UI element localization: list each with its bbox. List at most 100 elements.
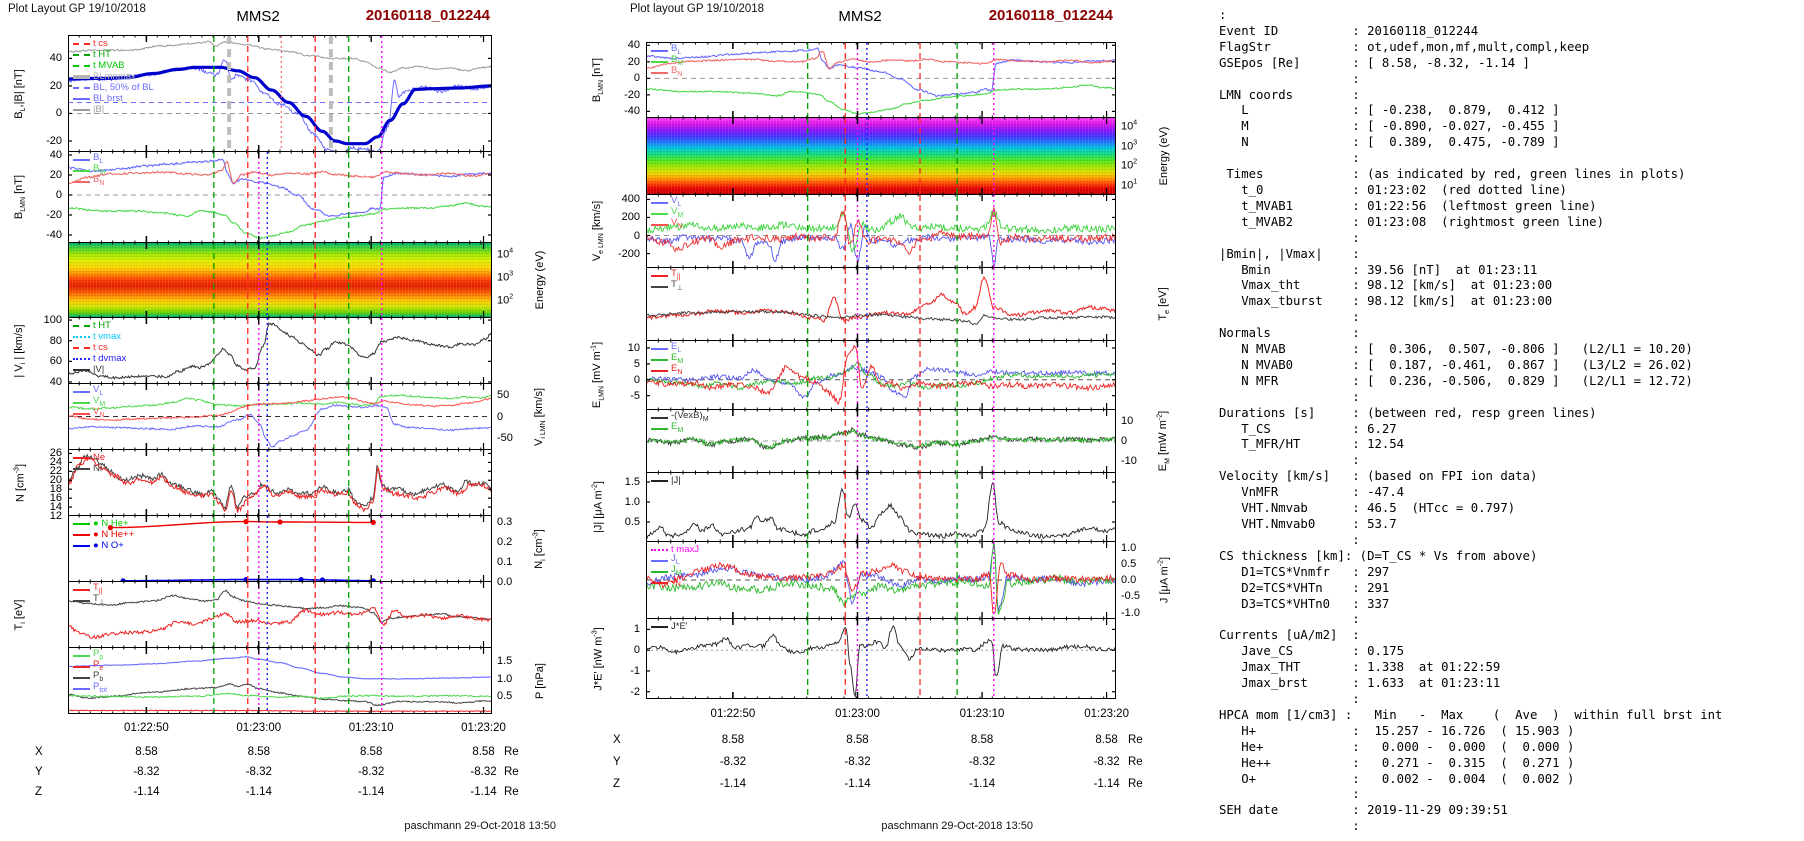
series-VL — [646, 221, 1116, 268]
series-VN — [68, 395, 492, 422]
legend-item: T|| — [73, 581, 105, 595]
legend-line-sample — [73, 335, 90, 338]
middle-panel-ele-spectrogram — [646, 117, 1116, 195]
ephemeris-value: 8.58 — [721, 734, 745, 746]
ephemeris-row-label: Y — [613, 756, 621, 768]
ephemeris-unit: Re — [504, 786, 519, 798]
legend-line-sample — [73, 180, 90, 183]
legend-label: BN — [93, 173, 105, 187]
legend-line-sample — [651, 212, 668, 215]
legend-item: VL — [73, 383, 105, 397]
legend-line-sample — [651, 274, 668, 277]
panel-legend: -(VexB)M EM — [651, 409, 709, 434]
y-tick-label: 40 — [627, 39, 640, 52]
legend-label: T|| — [93, 581, 103, 595]
y-axis-label: BLMN [nT] — [590, 57, 606, 103]
legend-label: BL brst — [93, 92, 123, 104]
legend-line-sample — [651, 369, 668, 372]
right-tick-label: -10 — [1121, 455, 1137, 467]
panel-legend: J*E' — [651, 621, 688, 632]
legend-item: JM — [651, 564, 699, 577]
legend-label: VN — [671, 216, 683, 230]
legend-label: Pb — [93, 669, 104, 683]
y-axis-label: |J| [μA m-2] — [591, 481, 605, 533]
y-tick-label: 40 — [49, 375, 62, 388]
legend-label: t dvmax — [93, 352, 127, 364]
ephemeris-value: 8.58 — [472, 746, 495, 758]
legend-item: BM — [651, 54, 683, 67]
legend-line-sample — [73, 599, 90, 602]
series-BN — [68, 161, 492, 185]
x-tick-label: 01:23:20 — [461, 722, 506, 734]
legend-item: T⊥ — [651, 279, 683, 292]
legend-item: VL — [651, 195, 683, 208]
spacecraft-title: MMS2 — [838, 8, 882, 25]
legend-item: BN — [651, 64, 683, 78]
series-EN — [646, 344, 1116, 405]
series-Ptot — [68, 656, 492, 680]
legend-item: Ni — [73, 463, 105, 474]
event-id: 20160118_012244 — [365, 7, 490, 24]
legend-item: t maxJ — [651, 544, 699, 555]
legend-item: |J| — [651, 475, 681, 486]
y-axis-label: Ve LMN [km/s] — [590, 200, 606, 262]
series-NHe++ — [110, 520, 374, 529]
panel-legend: t HT t vmax t cs t dvmax |V| — [73, 320, 126, 375]
right-tick-label: 0.3 — [497, 516, 513, 528]
ephemeris-value: 8.58 — [846, 734, 869, 746]
panel-legend: |J| — [651, 475, 681, 486]
right-axis-label: J [μA m-2] — [1157, 556, 1171, 604]
panel-legend: Ne Ni — [73, 452, 105, 474]
y-tick-label: 22 — [49, 465, 62, 478]
legend-label: ● N He+ — [93, 517, 129, 529]
legend-line-sample — [73, 588, 90, 591]
legend-label: Ni — [93, 462, 102, 474]
legend-item: -(VexB)M — [651, 409, 709, 423]
y-tick-label: -5 — [630, 389, 640, 402]
right-tick-label: -1.0 — [1121, 606, 1140, 619]
legend-label: VL — [93, 383, 104, 397]
y-tick-label: 18 — [49, 483, 62, 496]
right-tick-label: 0.0 — [497, 576, 513, 588]
y-axis-label: Ti [eV] — [12, 599, 28, 630]
legend-line-sample — [73, 64, 90, 67]
middle-plot-column: Plot layout GP 19/10/2018 MMS2 20160118_… — [560, 0, 1205, 841]
legend-label: J*E' — [671, 620, 688, 632]
ephemeris-value: -1.14 — [470, 786, 497, 798]
y-tick-label: 5 — [633, 357, 640, 370]
legend-line-sample — [73, 654, 90, 657]
legend-line-sample — [73, 456, 90, 459]
event-info-panel: : Event ID : 20160118_012244 FlagStr : o… — [1205, 0, 1804, 841]
right-tick-label: 0.1 — [497, 556, 513, 568]
y-tick-label: 40 — [49, 149, 62, 161]
legend-label: BL — [93, 151, 104, 165]
panel-legend: ● N He+ ● N He++ ● N O+ — [73, 518, 134, 551]
right-tick-label: -0.5 — [1121, 590, 1140, 603]
legend-line-sample — [651, 60, 668, 63]
legend-label: BN — [671, 64, 683, 78]
y-tick-label: -40 — [46, 229, 62, 241]
legend-label: -(VexB)M — [671, 409, 709, 423]
panel-legend: t cs t HT t MVAB BLmnmax BL, 50% of BL BL brs… — [73, 38, 154, 115]
left-panel-ion-spectrogram — [68, 242, 492, 318]
legend-label: Pe — [93, 658, 104, 672]
legend-line-sample — [73, 522, 90, 525]
plot-layout-label: Plot layout GP 19/10/2018 — [630, 3, 765, 15]
legend-label: EL — [671, 340, 682, 354]
legend-item: BN — [73, 173, 105, 187]
middle-panel-ve-lmn — [646, 194, 1116, 268]
plot-layout-label: Plot Layout GP 19/10/2018 — [8, 3, 146, 15]
x-tick-label: 01:23:00 — [835, 708, 880, 720]
legend-label: VM — [671, 205, 684, 219]
plot-area-n-density — [68, 449, 492, 516]
ephemeris-value: 8.58 — [359, 746, 383, 758]
right-tick-label: 1.5 — [497, 655, 513, 668]
y-tick-label: 0 — [55, 189, 62, 201]
series-Jmag — [646, 481, 1116, 540]
legend-line-sample — [73, 42, 90, 45]
legend-line-sample — [73, 158, 90, 161]
series-BM — [646, 84, 1116, 115]
series-VM — [68, 394, 492, 411]
y-tick-label: 16 — [49, 492, 62, 505]
legend-item: BL — [651, 43, 683, 56]
